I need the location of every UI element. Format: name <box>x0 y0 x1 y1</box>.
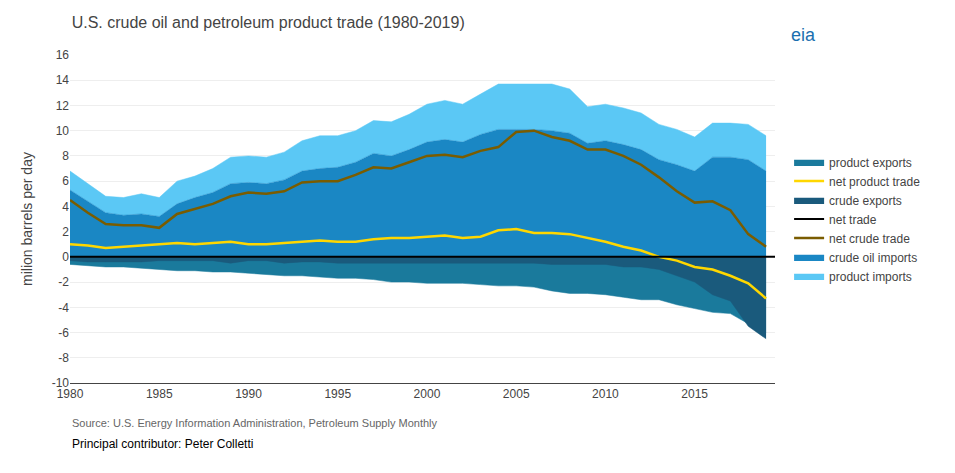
svg-text:1995: 1995 <box>324 387 351 401</box>
svg-text:2000: 2000 <box>414 387 441 401</box>
svg-text:milion barrels per day: milion barrels per day <box>19 152 35 286</box>
svg-text:2: 2 <box>62 225 69 239</box>
svg-text:crude exports: crude exports <box>829 194 902 208</box>
svg-text:2010: 2010 <box>592 387 619 401</box>
svg-text:crude oil imports: crude oil imports <box>829 251 917 265</box>
svg-text:1980: 1980 <box>57 387 84 401</box>
svg-text:14: 14 <box>56 73 70 87</box>
svg-text:8: 8 <box>62 149 69 163</box>
svg-text:product exports: product exports <box>829 156 912 170</box>
svg-text:product imports: product imports <box>829 270 912 284</box>
svg-text:0: 0 <box>62 250 69 264</box>
svg-text:Principal contributor: Peter C: Principal contributor: Peter Colletti <box>72 437 253 451</box>
svg-text:Source: U.S. Energy Informatio: Source: U.S. Energy Information Administ… <box>72 417 438 429</box>
svg-text:net product trade: net product trade <box>829 175 920 189</box>
svg-text:2005: 2005 <box>503 387 530 401</box>
svg-text:eia: eia <box>791 25 816 45</box>
svg-text:16: 16 <box>56 48 70 62</box>
svg-text:-4: -4 <box>58 301 69 315</box>
svg-text:4: 4 <box>62 200 69 214</box>
svg-text:2015: 2015 <box>681 387 708 401</box>
svg-text:-2: -2 <box>58 275 69 289</box>
svg-text:1985: 1985 <box>146 387 173 401</box>
svg-text:net crude trade: net crude trade <box>829 232 910 246</box>
svg-text:6: 6 <box>62 174 69 188</box>
svg-text:-6: -6 <box>58 326 69 340</box>
svg-text:net trade: net trade <box>829 213 877 227</box>
svg-text:-8: -8 <box>58 351 69 365</box>
svg-text:1990: 1990 <box>235 387 262 401</box>
svg-text:U.S. crude oil and petroleum p: U.S. crude oil and petroleum product tra… <box>72 14 465 31</box>
svg-text:12: 12 <box>56 99 70 113</box>
svg-text:10: 10 <box>56 124 70 138</box>
svg-text:-10: -10 <box>52 376 70 390</box>
